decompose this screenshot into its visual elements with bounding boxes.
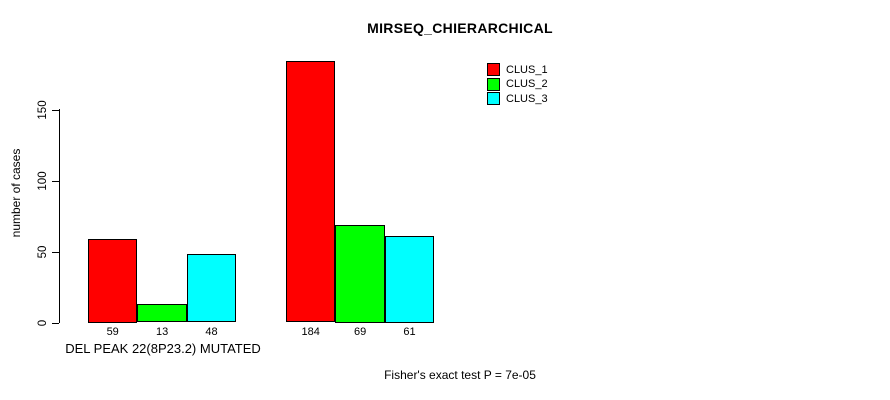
legend-swatch-clus_2 <box>487 77 500 91</box>
bar-clus_2-group2 <box>335 225 385 323</box>
legend-label: CLUS_2 <box>506 78 548 90</box>
bar-clus_2-group1 <box>137 304 187 322</box>
bar-clus_3-group1 <box>187 254 236 322</box>
y-tick-mark <box>52 180 59 182</box>
bar-value-label: 184 <box>301 326 320 338</box>
bar-value-label: 69 <box>353 326 367 338</box>
bar-clus_1-group1 <box>88 239 137 323</box>
y-tick-mark <box>52 322 59 324</box>
x-axis-category-label: DEL PEAK 22(8P23.2) MUTATED <box>65 341 261 356</box>
annotation-text: Fisher's exact test P = 7e-05 <box>384 368 536 382</box>
legend-swatch-clus_3 <box>487 92 500 105</box>
bar-clus_3-group2 <box>385 236 434 323</box>
y-axis-label: number of cases <box>9 148 23 238</box>
y-tick-label: 50 <box>37 245 49 258</box>
y-tick-label: 100 <box>37 170 49 191</box>
y-tick-label: 0 <box>37 319 49 326</box>
y-axis-line <box>59 109 60 323</box>
bar-value-label: 61 <box>403 326 416 338</box>
chart-title: MIRSEQ_CHIERARCHICAL <box>367 20 553 36</box>
legend-label: CLUS_1 <box>506 63 548 76</box>
y-tick-mark <box>52 251 59 253</box>
legend-label: CLUS_3 <box>506 92 548 105</box>
y-tick-mark <box>52 109 59 111</box>
bar-value-label: 13 <box>155 326 169 338</box>
bar-value-label: 48 <box>205 326 218 338</box>
legend-swatch-clus_1 <box>487 63 500 76</box>
y-tick-label: 150 <box>37 99 49 120</box>
bar-clus_1-group2 <box>286 61 335 322</box>
bar-value-label: 59 <box>106 326 119 338</box>
